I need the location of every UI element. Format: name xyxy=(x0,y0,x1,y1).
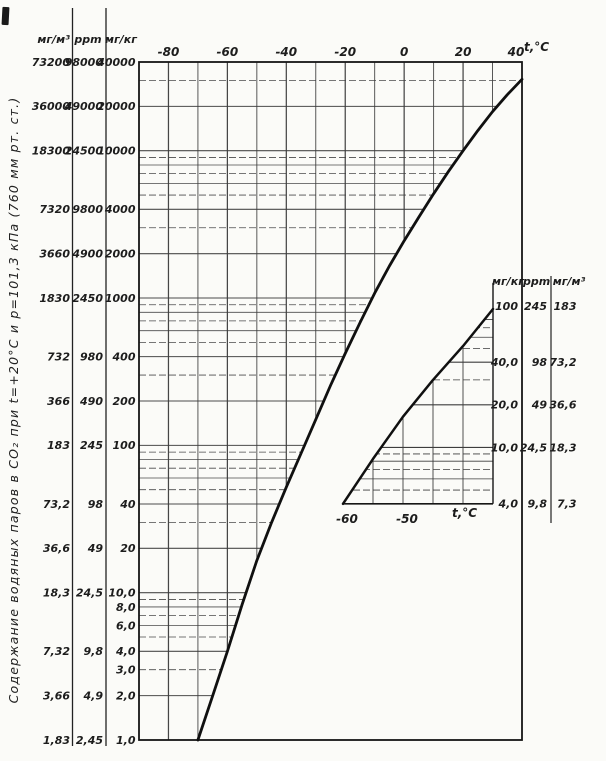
svg-text:18300: 18300 xyxy=(32,145,71,158)
svg-text:98: 98 xyxy=(88,498,104,511)
svg-text:-80: -80 xyxy=(158,45,180,59)
svg-text:7,32: 7,32 xyxy=(43,645,70,658)
svg-text:-60: -60 xyxy=(336,512,358,526)
svg-text:7320: 7320 xyxy=(39,203,70,216)
svg-text:73,2: 73,2 xyxy=(549,356,576,369)
svg-text:-20: -20 xyxy=(334,45,356,59)
svg-text:18,3: 18,3 xyxy=(43,587,70,600)
svg-text:2,0: 2,0 xyxy=(116,690,136,703)
main-x-axis-unit: t,°C xyxy=(524,40,550,54)
svg-text:732: 732 xyxy=(47,351,70,364)
main-x-tick-labels: -80 -60 -40 -20 0 20 40 xyxy=(158,45,525,59)
svg-text:36,6: 36,6 xyxy=(43,542,70,555)
svg-text:1000: 1000 xyxy=(105,292,136,305)
svg-text:8,0: 8,0 xyxy=(116,601,136,614)
svg-text:40,0: 40,0 xyxy=(490,356,518,369)
svg-text:98: 98 xyxy=(532,356,548,369)
main-curve xyxy=(196,77,524,742)
svg-text:36000: 36000 xyxy=(32,100,71,113)
svg-text:98000: 98000 xyxy=(65,56,104,69)
svg-text:183: 183 xyxy=(554,300,577,313)
svg-text:2000: 2000 xyxy=(105,248,136,261)
svg-text:4,0: 4,0 xyxy=(498,498,519,511)
svg-text:49: 49 xyxy=(87,542,104,555)
svg-text:400: 400 xyxy=(112,351,136,364)
svg-text:2450: 2450 xyxy=(72,292,103,305)
svg-text:10000: 10000 xyxy=(97,145,136,158)
inset-frame xyxy=(343,276,552,523)
svg-text:100: 100 xyxy=(113,439,136,452)
svg-text:49000: 49000 xyxy=(64,100,104,113)
svg-text:40000: 40000 xyxy=(96,56,136,69)
svg-text:1,83: 1,83 xyxy=(43,734,70,747)
inset-col-header-mg-m3: мг/м³ xyxy=(552,275,586,288)
inset-col-header-mg-kg: мг/кг xyxy=(492,275,524,288)
svg-text:1830: 1830 xyxy=(39,292,70,305)
svg-text:1,0: 1,0 xyxy=(116,734,136,747)
svg-text:200: 200 xyxy=(113,395,136,408)
svg-text:183: 183 xyxy=(47,439,70,452)
svg-text:245: 245 xyxy=(80,439,103,452)
svg-text:366: 366 xyxy=(47,395,70,408)
svg-text:40: 40 xyxy=(507,45,525,59)
main-col-header-mg-m3: мг/м³ xyxy=(37,33,70,46)
svg-text:3,66: 3,66 xyxy=(43,690,70,703)
main-grid xyxy=(139,62,522,740)
main-col-header-mg-kg: мг/кг xyxy=(105,33,137,46)
svg-text:40: 40 xyxy=(119,498,136,511)
svg-text:20,0: 20,0 xyxy=(491,399,518,412)
svg-text:73200: 73200 xyxy=(32,56,71,69)
svg-text:49: 49 xyxy=(531,399,548,412)
svg-text:20: 20 xyxy=(455,45,472,59)
inset-col-header-ppm: ppm xyxy=(523,275,551,288)
inset-x-tick-labels: -60 -50 xyxy=(336,512,418,526)
svg-text:24,5: 24,5 xyxy=(76,587,103,600)
svg-text:18,3: 18,3 xyxy=(549,441,576,454)
inset-scale-labels: 100 245 183 40,0 98 73,2 20,0 49 36,6 10,0 24,5 18,… xyxy=(490,300,577,511)
main-frame xyxy=(71,8,523,746)
svg-text:10,0: 10,0 xyxy=(491,441,518,454)
svg-text:2,45: 2,45 xyxy=(76,734,103,747)
svg-text:490: 490 xyxy=(79,395,103,408)
inset-curve xyxy=(341,307,495,506)
svg-text:6,0: 6,0 xyxy=(116,619,136,632)
svg-text:9,8: 9,8 xyxy=(84,645,104,658)
svg-text:-60: -60 xyxy=(217,45,239,59)
svg-text:245: 245 xyxy=(524,300,547,313)
svg-text:3,0: 3,0 xyxy=(116,664,136,677)
svg-text:4900: 4900 xyxy=(71,248,103,261)
svg-text:9,8: 9,8 xyxy=(528,498,548,511)
svg-text:0: 0 xyxy=(400,45,408,59)
svg-text:4,9: 4,9 xyxy=(83,690,104,703)
svg-text:980: 980 xyxy=(80,351,103,364)
svg-text:-40: -40 xyxy=(275,45,297,59)
svg-text:4,0: 4,0 xyxy=(115,645,136,658)
svg-text:100: 100 xyxy=(495,300,518,313)
main-col-header-ppm: ppm xyxy=(74,33,102,46)
svg-text:-50: -50 xyxy=(396,512,418,526)
svg-text:7,3: 7,3 xyxy=(557,498,577,511)
svg-text:24,5: 24,5 xyxy=(520,441,547,454)
inset-x-axis-unit: t,°C xyxy=(452,506,478,520)
svg-text:24500: 24500 xyxy=(65,145,104,158)
svg-text:4000: 4000 xyxy=(104,203,136,216)
svg-text:10,0: 10,0 xyxy=(108,587,135,600)
svg-text:36,6: 36,6 xyxy=(549,399,576,412)
svg-text:20000: 20000 xyxy=(97,100,136,113)
svg-text:9800: 9800 xyxy=(72,203,103,216)
svg-text:20: 20 xyxy=(120,542,136,555)
svg-text:3660: 3660 xyxy=(39,248,70,261)
svg-text:73,2: 73,2 xyxy=(43,498,70,511)
